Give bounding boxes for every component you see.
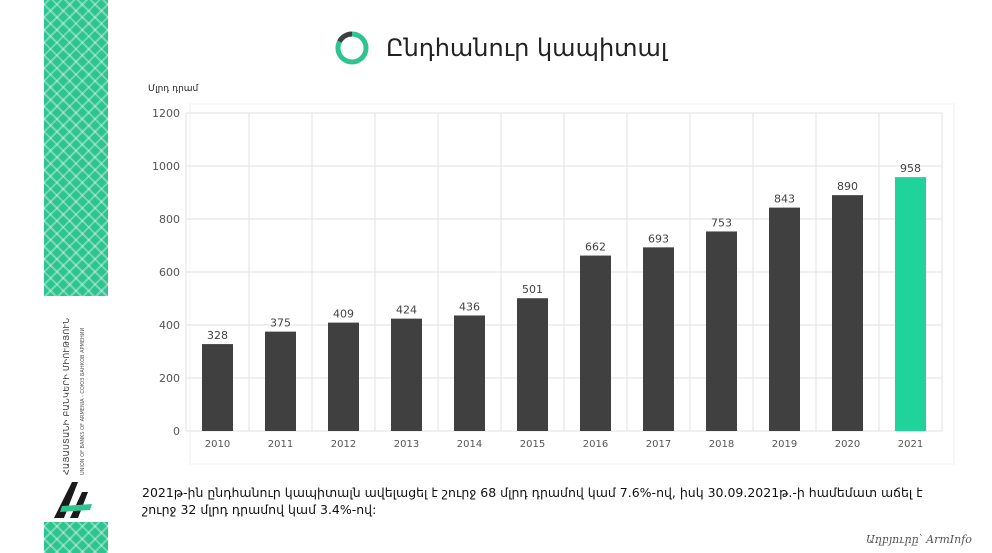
y-axis-unit: Մլրդ դրամ — [148, 84, 199, 94]
y-tick-label: 600 — [159, 266, 180, 279]
x-tick-label-2012: 2012 — [331, 439, 356, 450]
data-label-2014: 436 — [459, 300, 480, 313]
bar-2018 — [706, 231, 737, 431]
data-label-2020: 890 — [837, 180, 858, 193]
y-tick-label: 0 — [173, 425, 180, 438]
data-label-2011: 375 — [270, 317, 291, 330]
x-tick-label-2018: 2018 — [709, 439, 734, 450]
horizontal-grid — [186, 112, 942, 432]
data-label-2021: 958 — [900, 162, 921, 175]
data-label-2013: 424 — [396, 304, 417, 317]
bar-2015 — [517, 298, 548, 431]
x-tick-label-2016: 2016 — [583, 439, 608, 450]
bar-2016 — [580, 255, 611, 431]
bar-2014 — [454, 315, 485, 431]
data-label-2015: 501 — [522, 283, 543, 296]
data-label-2017: 693 — [648, 232, 669, 245]
x-tick-label-2021: 2021 — [898, 439, 923, 450]
bar-2013 — [391, 318, 422, 431]
x-tick-labels: 2010 2011 2012 2013 2014 2015 2016 2017 2018 2019… — [205, 439, 923, 450]
x-tick-label-2013: 2013 — [394, 439, 419, 450]
x-tick-label-2011: 2011 — [268, 439, 293, 450]
donut-icon — [335, 31, 369, 65]
y-tick-labels: 0 200 400 600 800 1000 1200 — [152, 107, 180, 438]
bar-2010 — [202, 344, 233, 431]
y-tick-label: 800 — [159, 213, 180, 226]
data-label-2012: 409 — [333, 308, 354, 321]
chart-title: Ընդհանուր կապիտալ — [386, 34, 668, 62]
bar-2020 — [832, 195, 863, 431]
bar-2017 — [643, 247, 674, 431]
footnote: 2021թ-ին ընդհանուր կապիտալն ավելացել է շ… — [142, 485, 923, 517]
bar-2012 — [328, 322, 359, 431]
x-tick-label-2020: 2020 — [835, 439, 860, 450]
y-tick-label: 400 — [159, 319, 180, 332]
x-tick-label-2017: 2017 — [646, 439, 671, 450]
data-label-2019: 843 — [774, 193, 795, 206]
data-label-2016: 662 — [585, 241, 606, 254]
data-label-2010: 328 — [207, 329, 228, 342]
x-tick-label-2010: 2010 — [205, 439, 230, 450]
bars — [202, 177, 926, 431]
x-tick-label-2014: 2014 — [457, 439, 482, 450]
bar-2021 — [895, 177, 926, 431]
x-tick-label-2019: 2019 — [772, 439, 797, 450]
data-labels: 328 375 409 424 436 501 662 693 753 843 890 958 — [207, 162, 921, 342]
x-tick-label-2015: 2015 — [520, 439, 545, 450]
bar-2011 — [265, 331, 296, 431]
plot-area-frame — [189, 103, 955, 465]
logo-icon — [54, 482, 92, 518]
y-tick-label: 200 — [159, 372, 180, 385]
source-credit: Աղբյուրը՝ ArmInfo — [866, 533, 972, 546]
data-label-2018: 753 — [711, 216, 732, 229]
y-tick-label: 1000 — [152, 160, 180, 173]
y-tick-label: 1200 — [152, 107, 180, 120]
bar-2019 — [769, 207, 800, 431]
